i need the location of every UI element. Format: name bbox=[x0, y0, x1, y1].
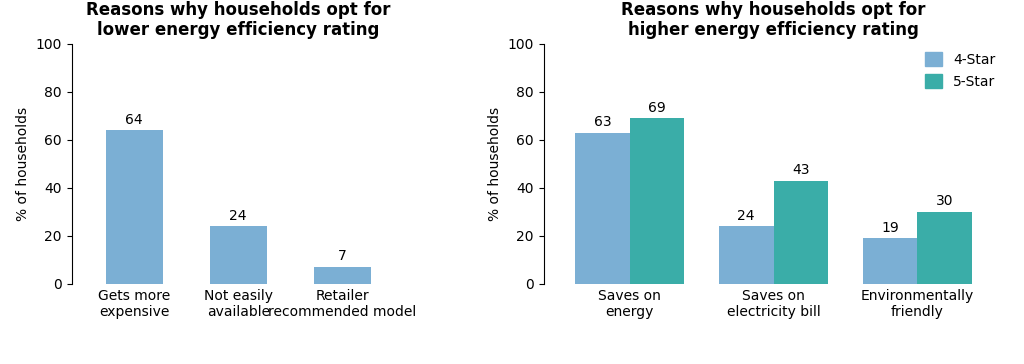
Text: 30: 30 bbox=[936, 194, 953, 208]
Bar bbox=[862, 238, 918, 284]
Bar bbox=[630, 118, 684, 284]
Y-axis label: % of households: % of households bbox=[16, 107, 30, 221]
Title: Reasons why households opt for
lower energy efficiency rating: Reasons why households opt for lower ene… bbox=[86, 1, 390, 39]
Bar bbox=[918, 212, 972, 284]
Legend: 4-Star, 5-Star: 4-Star, 5-Star bbox=[920, 47, 1000, 94]
Text: 24: 24 bbox=[229, 209, 247, 223]
Y-axis label: % of households: % of households bbox=[487, 107, 502, 221]
Text: 64: 64 bbox=[125, 112, 143, 127]
Text: 69: 69 bbox=[648, 100, 666, 115]
Bar bbox=[719, 226, 773, 284]
Bar bbox=[575, 132, 630, 284]
Text: 63: 63 bbox=[594, 115, 611, 129]
Bar bbox=[773, 181, 828, 284]
Bar bbox=[105, 130, 163, 284]
Bar bbox=[313, 267, 371, 284]
Text: 43: 43 bbox=[793, 163, 810, 177]
Title: Reasons why households opt for
higher energy efficiency rating: Reasons why households opt for higher en… bbox=[622, 1, 926, 39]
Bar bbox=[210, 226, 267, 284]
Text: 7: 7 bbox=[338, 249, 347, 264]
Text: 19: 19 bbox=[881, 221, 899, 235]
Text: 24: 24 bbox=[737, 209, 755, 223]
